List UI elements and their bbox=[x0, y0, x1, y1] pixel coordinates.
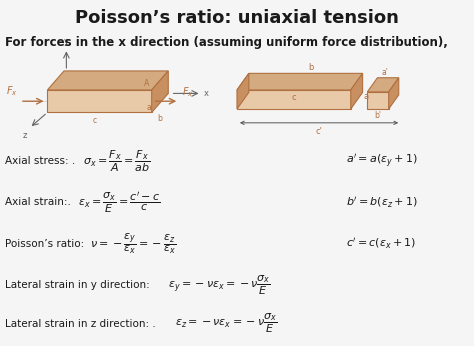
Text: A: A bbox=[144, 79, 149, 88]
Text: b': b' bbox=[374, 111, 382, 120]
Text: For forces in the x direction (assuming uniform force distribution),: For forces in the x direction (assuming … bbox=[5, 36, 447, 49]
Text: $a^{\prime} = a(\varepsilon_y + 1)$: $a^{\prime} = a(\varepsilon_y + 1)$ bbox=[346, 152, 418, 170]
Text: Axial stress: .: Axial stress: . bbox=[5, 156, 75, 166]
Polygon shape bbox=[237, 90, 351, 109]
Polygon shape bbox=[389, 78, 399, 109]
Text: $F_x$: $F_x$ bbox=[6, 84, 18, 98]
Text: $\varepsilon_x = \dfrac{\sigma_x}{E} = \dfrac{c^{\prime}-c}{c}$: $\varepsilon_x = \dfrac{\sigma_x}{E} = \… bbox=[78, 190, 161, 215]
Text: c: c bbox=[292, 93, 296, 102]
Text: $\varepsilon_z = -\nu\varepsilon_x = -\nu\dfrac{\sigma_x}{E}$: $\varepsilon_z = -\nu\varepsilon_x = -\n… bbox=[175, 312, 278, 335]
Text: $\sigma_x = \dfrac{F_x}{A} = \dfrac{F_x}{ab}$: $\sigma_x = \dfrac{F_x}{A} = \dfrac{F_x}… bbox=[83, 148, 151, 174]
Polygon shape bbox=[237, 73, 249, 109]
Text: a: a bbox=[364, 91, 369, 101]
Text: Poisson’s ratio:: Poisson’s ratio: bbox=[5, 239, 84, 249]
Polygon shape bbox=[351, 73, 363, 109]
Text: Lateral strain in z direction: .: Lateral strain in z direction: . bbox=[5, 319, 155, 328]
Polygon shape bbox=[152, 71, 168, 112]
Text: $c^{\prime} = c(\varepsilon_x + 1)$: $c^{\prime} = c(\varepsilon_x + 1)$ bbox=[346, 237, 416, 251]
Polygon shape bbox=[47, 71, 168, 90]
Text: a: a bbox=[147, 103, 152, 112]
Text: Lateral strain in y direction:: Lateral strain in y direction: bbox=[5, 281, 149, 290]
Text: Poisson’s ratio: uniaxial tension: Poisson’s ratio: uniaxial tension bbox=[75, 9, 399, 27]
Text: Axial strain:.: Axial strain:. bbox=[5, 198, 71, 207]
Text: x: x bbox=[204, 89, 209, 98]
Text: $\nu = -\dfrac{\varepsilon_y}{\varepsilon_x} = -\dfrac{\varepsilon_z}{\varepsilo: $\nu = -\dfrac{\varepsilon_y}{\varepsilo… bbox=[90, 232, 176, 256]
Text: $b^{\prime} = b(\varepsilon_z + 1)$: $b^{\prime} = b(\varepsilon_z + 1)$ bbox=[346, 195, 418, 210]
Text: b: b bbox=[309, 63, 314, 72]
Text: z: z bbox=[22, 131, 27, 140]
Text: c': c' bbox=[316, 127, 322, 136]
Text: $F_x$: $F_x$ bbox=[182, 86, 193, 100]
Polygon shape bbox=[367, 78, 399, 92]
Text: b: b bbox=[157, 114, 163, 123]
Text: $\varepsilon_y = -\nu\varepsilon_x = -\nu\dfrac{\sigma_x}{E}$: $\varepsilon_y = -\nu\varepsilon_x = -\n… bbox=[168, 274, 271, 297]
Polygon shape bbox=[47, 90, 152, 112]
Text: c: c bbox=[92, 116, 96, 125]
Polygon shape bbox=[237, 73, 363, 90]
Text: a': a' bbox=[381, 68, 388, 77]
Text: y: y bbox=[64, 37, 69, 46]
Polygon shape bbox=[367, 92, 389, 109]
